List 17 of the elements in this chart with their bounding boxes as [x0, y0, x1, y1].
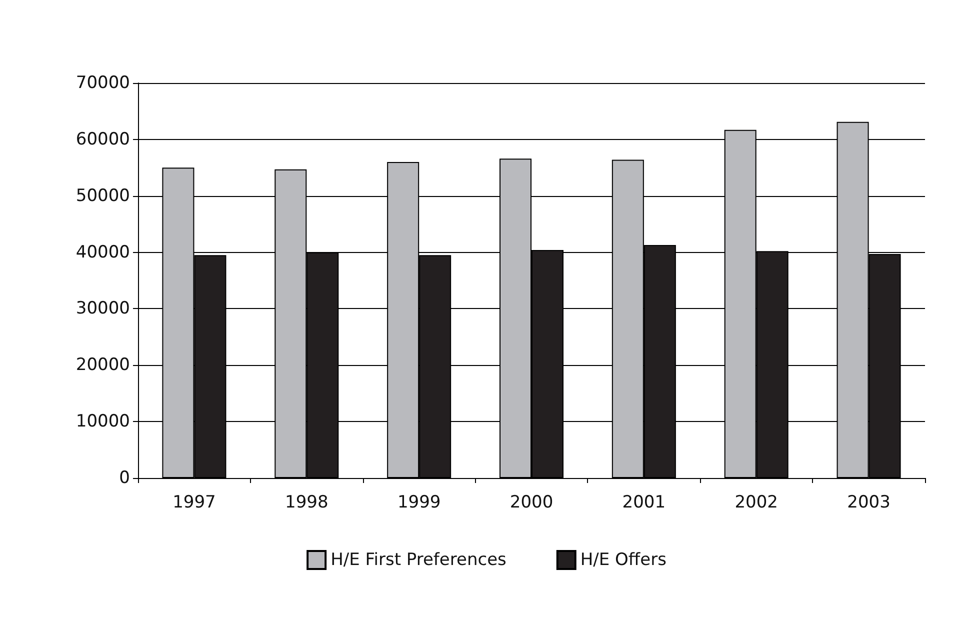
y-tick-label: 10000 [76, 412, 130, 432]
x-tick-label: 2003 [847, 492, 890, 512]
x-tick-label: 2001 [622, 492, 666, 512]
x-tick-label: 1997 [172, 492, 216, 512]
y-tick-label: 50000 [76, 186, 130, 206]
x-tick-label: 2000 [510, 492, 554, 512]
y-tick-label: 70000 [76, 73, 130, 93]
y-tick-label: 30000 [76, 298, 130, 319]
legend-label: H/E First Preferences [330, 550, 507, 570]
y-tick-label: 20000 [76, 355, 130, 376]
y-tick-label: 60000 [76, 129, 130, 150]
y-tick-label: 0 [119, 468, 130, 488]
legend-label: H/E Offers [580, 550, 667, 570]
y-tick-label: 40000 [76, 242, 130, 262]
x-tick-label: 1998 [285, 492, 328, 512]
x-tick-label: 2002 [734, 492, 778, 512]
x-tick-label: 1999 [397, 492, 441, 512]
